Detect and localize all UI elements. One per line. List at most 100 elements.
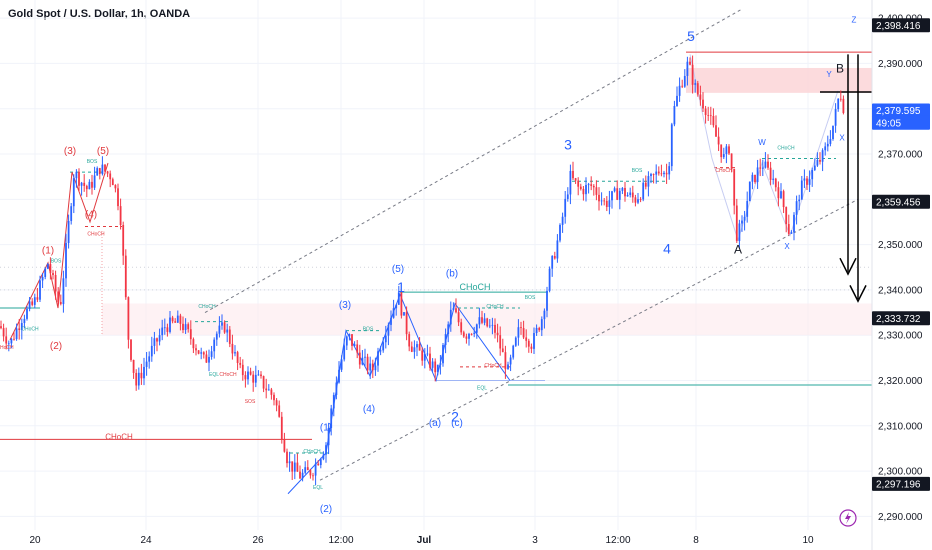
candle-body <box>686 61 689 76</box>
candle-body <box>561 216 564 225</box>
candle-body <box>447 324 450 335</box>
candle-body <box>551 255 554 269</box>
candle-body <box>442 345 444 364</box>
candle-body <box>91 181 93 188</box>
candle-body <box>496 332 499 336</box>
candle-body <box>626 195 629 197</box>
x-tick-label: 20 <box>29 535 41 546</box>
annotation-label: (1) <box>42 246 54 257</box>
annotation-label: (5) <box>392 264 404 275</box>
candle-body <box>832 125 834 140</box>
candles <box>0 55 845 485</box>
candle-body <box>96 168 99 176</box>
candle-body <box>345 336 348 346</box>
candle-body <box>530 346 533 349</box>
candle-body <box>200 352 203 354</box>
candle-body <box>644 182 647 187</box>
candle-body <box>751 174 754 182</box>
candle-body <box>369 363 372 371</box>
candle-body <box>652 174 655 175</box>
candle-body <box>49 264 52 274</box>
candle-body <box>702 99 704 109</box>
candle-body <box>327 428 330 446</box>
candle-body <box>387 324 390 336</box>
candle-body <box>709 115 712 117</box>
candle-body <box>208 356 210 363</box>
candle-body <box>527 340 530 347</box>
candle-body <box>317 463 320 466</box>
candle-body <box>574 178 577 181</box>
candle-body <box>585 184 587 195</box>
candle-body <box>231 343 234 354</box>
candle-body <box>41 276 44 281</box>
candle-body <box>7 343 10 345</box>
candle-body <box>694 83 697 85</box>
lightning-icon[interactable] <box>839 509 857 527</box>
candle-body <box>234 352 236 354</box>
candle-body <box>145 361 148 367</box>
candle-body <box>473 332 476 334</box>
candle-body <box>616 188 619 200</box>
candle-body <box>842 98 845 113</box>
price-tag-label: 2,398.416 <box>876 21 921 32</box>
annotation-label: W <box>758 138 766 147</box>
candle-body <box>114 185 117 189</box>
candle-body <box>444 334 447 346</box>
candle-body <box>319 459 322 466</box>
candle-body <box>715 125 717 137</box>
candle-body <box>260 374 262 377</box>
candle-body <box>85 185 88 190</box>
candle-body <box>678 85 681 96</box>
candle-body <box>265 388 268 391</box>
candle-body <box>556 240 559 259</box>
candle-body <box>494 324 496 333</box>
candle-body <box>262 376 265 389</box>
candle-body <box>57 291 60 302</box>
candle-body <box>228 329 231 344</box>
candle-body <box>226 329 229 333</box>
candle-body <box>436 364 439 373</box>
candle-body <box>707 114 710 116</box>
candle-body <box>330 408 333 429</box>
candle-body <box>569 170 572 195</box>
candle-body <box>379 350 382 352</box>
candle-body <box>543 310 546 320</box>
candle-body <box>80 182 83 186</box>
candle-body <box>460 322 463 333</box>
price-tag-label: 49:05 <box>876 118 901 129</box>
candle-body <box>774 178 777 188</box>
candle-body <box>504 352 507 370</box>
candle-body <box>67 220 70 244</box>
candle-body <box>148 356 151 362</box>
candle-body <box>150 345 153 357</box>
candle-body <box>197 350 200 354</box>
y-tick-label: 2,370.000 <box>878 150 923 161</box>
candle-body <box>343 345 346 360</box>
candle-body <box>642 182 645 200</box>
annotation-label: EQL <box>477 386 487 392</box>
candle-body <box>335 382 338 395</box>
candle-body <box>650 174 652 177</box>
annotation-label: BOS <box>632 168 643 174</box>
wave-count-abc <box>689 54 839 242</box>
candle-body <box>309 470 312 476</box>
candle-body <box>621 187 624 191</box>
candle-body <box>332 394 335 409</box>
candle-body <box>665 172 668 175</box>
candle-body <box>748 181 751 202</box>
candle-body <box>743 216 746 221</box>
candle-body <box>691 64 694 85</box>
candle-body <box>392 308 395 318</box>
annotation-label: Y <box>826 70 832 79</box>
annotation-label: CHoCH <box>715 168 733 174</box>
candle-body <box>174 321 177 323</box>
annotation-label: CHoCH <box>484 363 502 369</box>
candle-body <box>106 171 109 174</box>
candle-body <box>267 389 270 391</box>
candle-body <box>270 389 273 395</box>
candle-body <box>553 255 556 259</box>
candle-body <box>668 166 671 175</box>
candle-body <box>761 167 764 169</box>
